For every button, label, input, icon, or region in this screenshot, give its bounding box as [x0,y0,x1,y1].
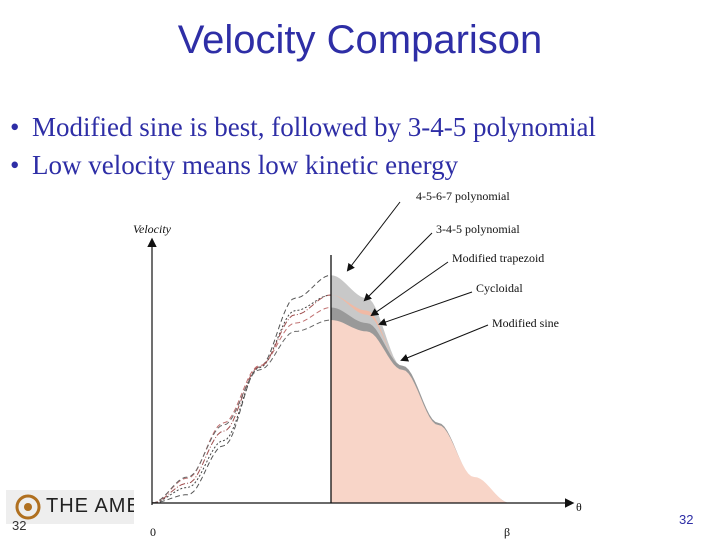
series-line-cycloidal [151,294,332,504]
legend-arrow [378,291,473,326]
legend-label: 3-4-5 polynomial [436,222,520,236]
bullet-list: • Modified sine is best, followed by 3-4-… [10,108,596,184]
bullet-icon: • [10,150,20,180]
bullet-text: Low velocity means low kinetic energy [32,150,459,180]
logo-emblem-icon [15,494,41,520]
slide-title: Velocity Comparison [177,18,543,62]
legend-label: Modified trapezoid [452,251,544,265]
x-tick-label: β [504,525,510,539]
series-line-modified-sine [151,319,332,504]
bullet-item: • Low velocity means low kinetic energy [10,146,596,184]
legend-arrow [400,324,489,362]
x-axis-label: θ [576,500,582,514]
bullet-icon: • [10,112,20,142]
slide-number-left: 32 [12,518,27,533]
legend-label: Modified sine [492,316,559,330]
legend-label: 4-5-6-7 polynomial [416,189,510,203]
legend-arrow [363,232,433,302]
bullet-item: • Modified sine is best, followed by 3-4-… [10,108,596,146]
series-line-modified-trapezoid [151,294,332,504]
legend-arrow [370,261,449,317]
logo: THE AMER [6,490,134,524]
bullet-text: Modified sine is best, followed by 3-4-5… [32,112,596,142]
slide-number-right: 32 [679,512,694,527]
series-line-3-4-5-polynomial [151,307,332,504]
series-line-4-5-6-7-polynomial [151,274,332,504]
logo-text: THE AMER [46,495,134,517]
legend-arrow [346,201,401,272]
y-axis-label: Velocity [133,222,172,236]
x-tick-label: 0 [150,525,156,539]
legend-label: Cycloidal [476,281,523,295]
series-fill-modified-sine [331,320,510,503]
